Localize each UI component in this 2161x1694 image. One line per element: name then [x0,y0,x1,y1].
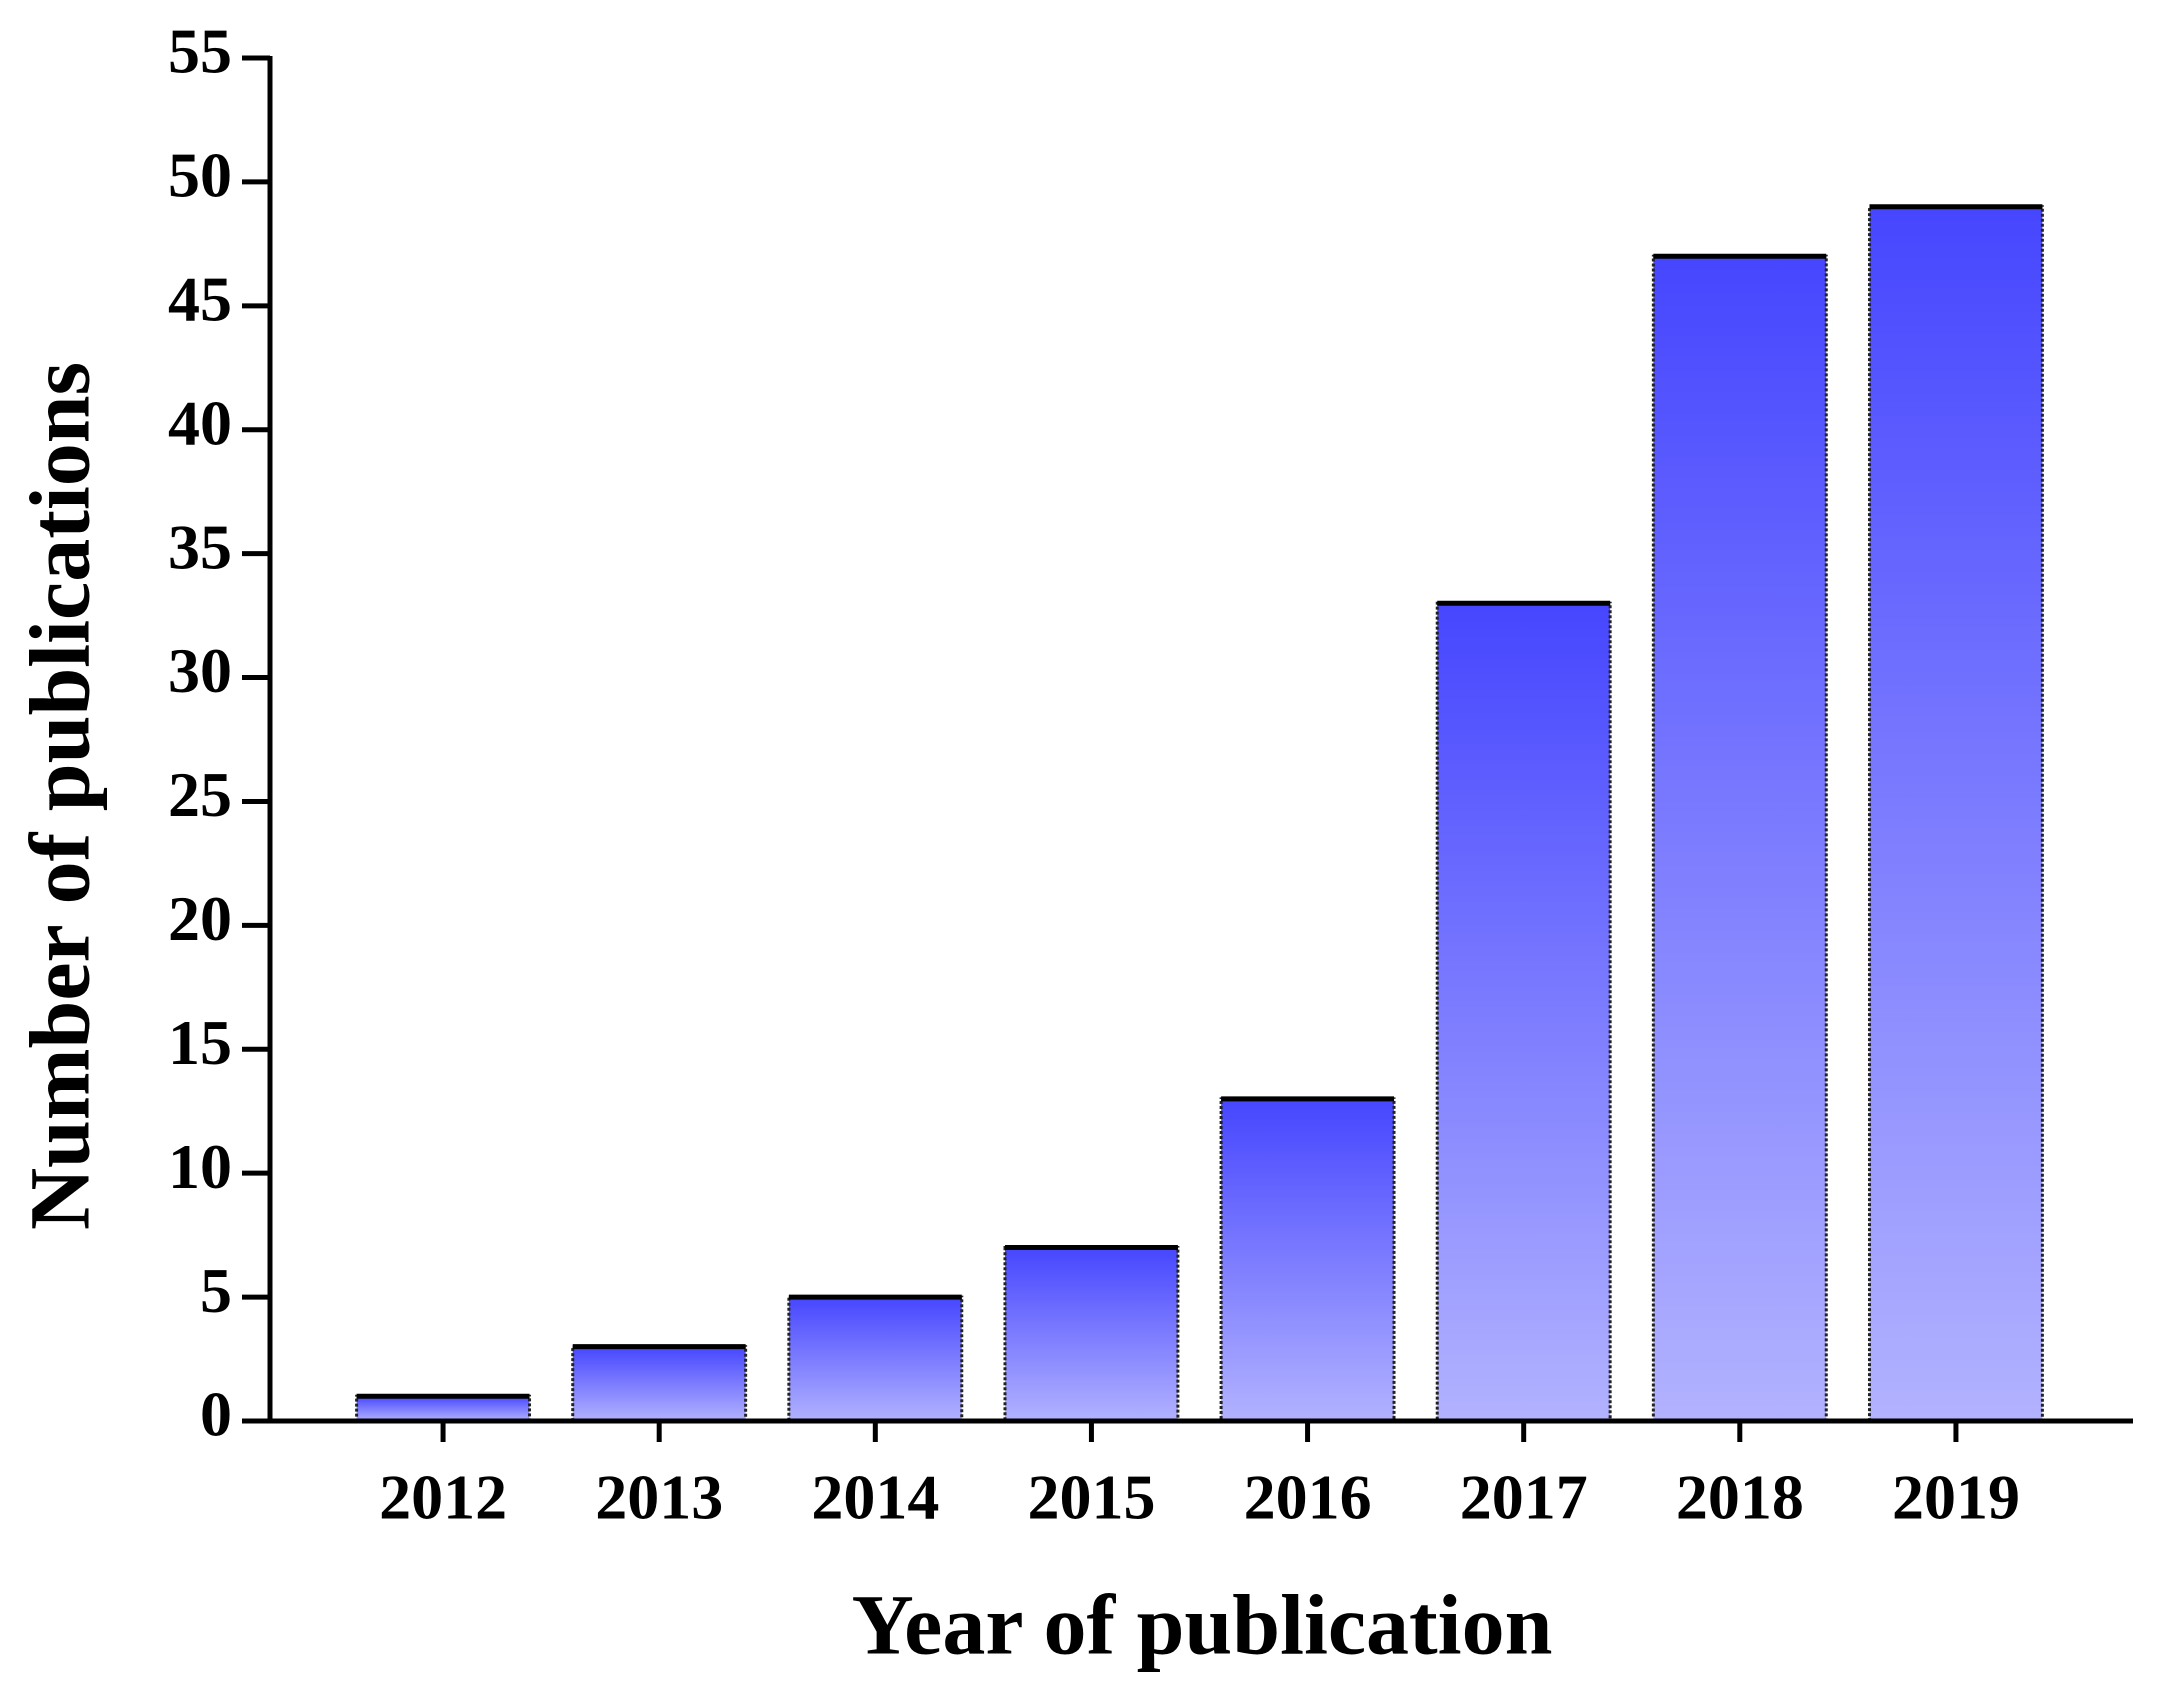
x-tick-label: 2012 [379,1462,507,1533]
y-tick-label: 5 [200,1255,232,1326]
x-tick-label: 2014 [811,1462,939,1533]
y-tick-label: 15 [168,1007,232,1078]
y-tick-label: 0 [200,1379,232,1450]
y-axis-title: Number of publications [12,362,108,1230]
y-tick-label: 25 [168,759,232,830]
x-tick-label: 2016 [1244,1462,1372,1533]
y-tick-label: 20 [168,883,232,954]
x-tick-label: 2015 [1027,1462,1155,1533]
x-tick-label: 2017 [1460,1462,1588,1533]
x-tick-label: 2019 [1892,1462,2020,1533]
y-tick-label: 55 [168,16,232,87]
bar [1219,1097,1396,1423]
bar [1003,1246,1180,1423]
y-tick-label: 10 [168,1131,232,1202]
bar [787,1295,964,1423]
y-tick-label: 30 [168,635,232,706]
y-tick-label: 50 [168,140,232,211]
bar [355,1394,532,1423]
y-tick-label: 45 [168,264,232,335]
y-tick-label: 35 [168,511,232,582]
y-tick-label: 40 [168,387,232,458]
bar [1435,601,1612,1423]
bar [1867,205,2044,1423]
x-tick-label: 2018 [1676,1462,1804,1533]
x-tick-label: 2013 [595,1462,723,1533]
bar [1651,254,1828,1423]
x-axis-title: Year of publication [852,1577,1553,1673]
bar [571,1345,748,1423]
